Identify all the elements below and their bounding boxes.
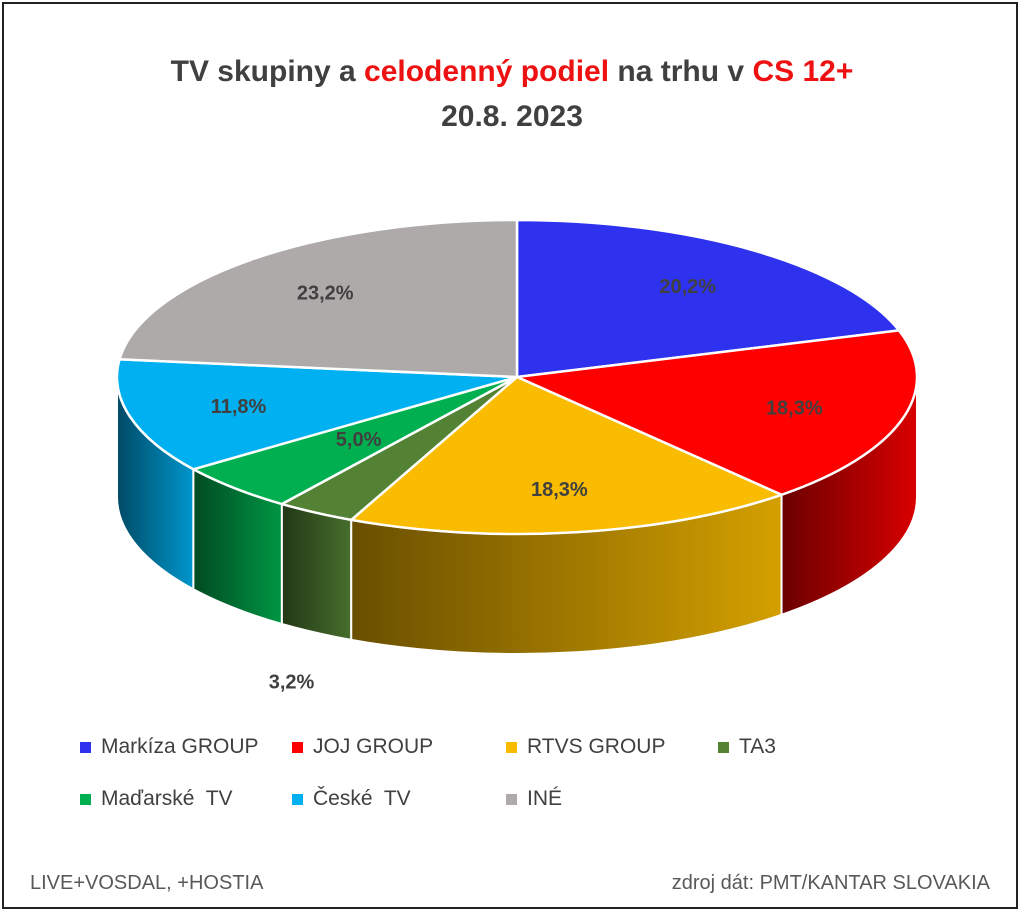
legend-label-4: Maďarské TV bbox=[101, 787, 233, 810]
pie-data-label-5: 11,8% bbox=[211, 396, 267, 418]
pie-slice-5 bbox=[115, 358, 519, 471]
pie-data-label-3: 3,2% bbox=[269, 672, 315, 694]
legend-item-1: JOJ GROUP bbox=[292, 735, 433, 759]
legend-label-3: TA3 bbox=[739, 735, 776, 758]
pie-data-label-2: 18,3% bbox=[531, 479, 588, 501]
legend-swatch-5 bbox=[292, 793, 303, 805]
pie-slice-1 bbox=[515, 329, 919, 497]
legend-swatch-6 bbox=[506, 793, 517, 805]
legend-swatch-3 bbox=[718, 741, 729, 753]
legend-label-1: JOJ GROUP bbox=[313, 735, 434, 758]
title-part4: CS 12+ bbox=[752, 55, 854, 88]
legend-swatch-2 bbox=[506, 741, 517, 753]
pie-data-label-4: 5,0% bbox=[336, 429, 382, 451]
legend-label-0: Markíza GROUP bbox=[101, 735, 259, 758]
title-part2: celodenný podiel bbox=[364, 55, 610, 88]
pie-data-label-0: 20,2% bbox=[659, 276, 716, 298]
legend-item-2: RTVS GROUP bbox=[506, 735, 665, 759]
chart-title: TV skupiny a celodenný podiel na trhu v … bbox=[0, 55, 1024, 89]
legend-item-0: Markíza GROUP bbox=[80, 735, 259, 759]
legend-swatch-1 bbox=[292, 741, 303, 753]
pie-slice-6 bbox=[118, 218, 519, 379]
footer-right: zdroj dát: PMT/KANTAR SLOVAKIA bbox=[671, 872, 990, 894]
legend-swatch-0 bbox=[80, 741, 91, 753]
pie-side-3 bbox=[280, 502, 353, 642]
legend-item-5: České TV bbox=[292, 787, 411, 811]
legend-item-4: Maďarské TV bbox=[80, 787, 233, 811]
legend-swatch-4 bbox=[80, 793, 91, 805]
pie-data-label-6: 23,2% bbox=[297, 283, 354, 305]
title-part1: TV skupiny a bbox=[170, 55, 365, 88]
legend-label-6: INÉ bbox=[527, 787, 563, 810]
legend-label-5: České TV bbox=[313, 787, 411, 810]
chart-subtitle: 20.8. 2023 bbox=[441, 100, 583, 133]
legend-item-3: TA3 bbox=[718, 735, 776, 759]
pie-slice-2 bbox=[350, 375, 783, 536]
title-part3: na trhu v bbox=[609, 55, 753, 88]
pie-slice-0 bbox=[515, 218, 901, 379]
legend-item-6: INÉ bbox=[506, 787, 562, 811]
pie-data-label-1: 18,3% bbox=[766, 398, 823, 420]
footer-left: LIVE+VOSDAL, +HOSTIA bbox=[30, 872, 264, 894]
legend-label-2: RTVS GROUP bbox=[527, 735, 666, 758]
